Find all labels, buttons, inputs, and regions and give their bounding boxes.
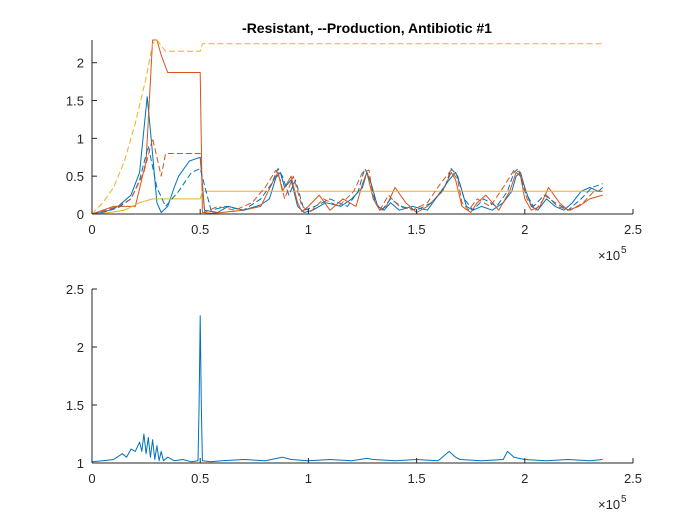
series-line-5 [91, 145, 603, 215]
x-tick-label: 0.5 [191, 222, 209, 237]
x-exponent-label: ×10 [598, 497, 620, 512]
axes-top: -Resistant, --Production, Antibiotic #1 … [66, 20, 642, 263]
x-tick-label: 1.5 [408, 471, 426, 486]
x-tick-label: 1 [305, 471, 312, 486]
y-tick-label: 2.5 [66, 282, 84, 297]
y-tick-label: 0 [77, 207, 84, 222]
series-line-6 [91, 137, 603, 215]
x-tick-label: 1 [305, 222, 312, 237]
chart-title: -Resistant, --Production, Antibiotic #1 [242, 20, 492, 36]
x-exponent-power: 5 [621, 494, 627, 505]
y-tick-label: 2 [77, 340, 84, 355]
y-tick-label: 2 [77, 56, 84, 71]
y-tick-label: 0.5 [66, 169, 84, 184]
x-tick-label: 0.5 [191, 471, 209, 486]
x-tick-label: 2 [521, 222, 528, 237]
y-tick-label: 1.5 [66, 398, 84, 413]
x-tick-label: 2.5 [624, 222, 642, 237]
series-line-2 [91, 39, 603, 215]
series-line-4 [91, 39, 603, 215]
x-exponent-label: ×10 [598, 248, 620, 263]
x-tick-label: 2 [521, 471, 528, 486]
y-tick-label: 1 [77, 456, 84, 471]
axes-bottom: 0 0.5 1 1.5 2 2.5 1 1.5 2 2.5 ×10 5 [66, 282, 642, 512]
x-tick-label: 0 [88, 471, 95, 486]
series-line-1 [91, 315, 603, 463]
y-tick-label: 1.5 [66, 94, 84, 109]
x-exponent-power: 5 [621, 245, 627, 256]
x-tick-label: 0 [88, 222, 95, 237]
series-line-3 [91, 190, 603, 215]
y-tick-label: 1 [77, 131, 84, 146]
x-tick-label: 1.5 [408, 222, 426, 237]
x-tick-label: 2.5 [624, 471, 642, 486]
